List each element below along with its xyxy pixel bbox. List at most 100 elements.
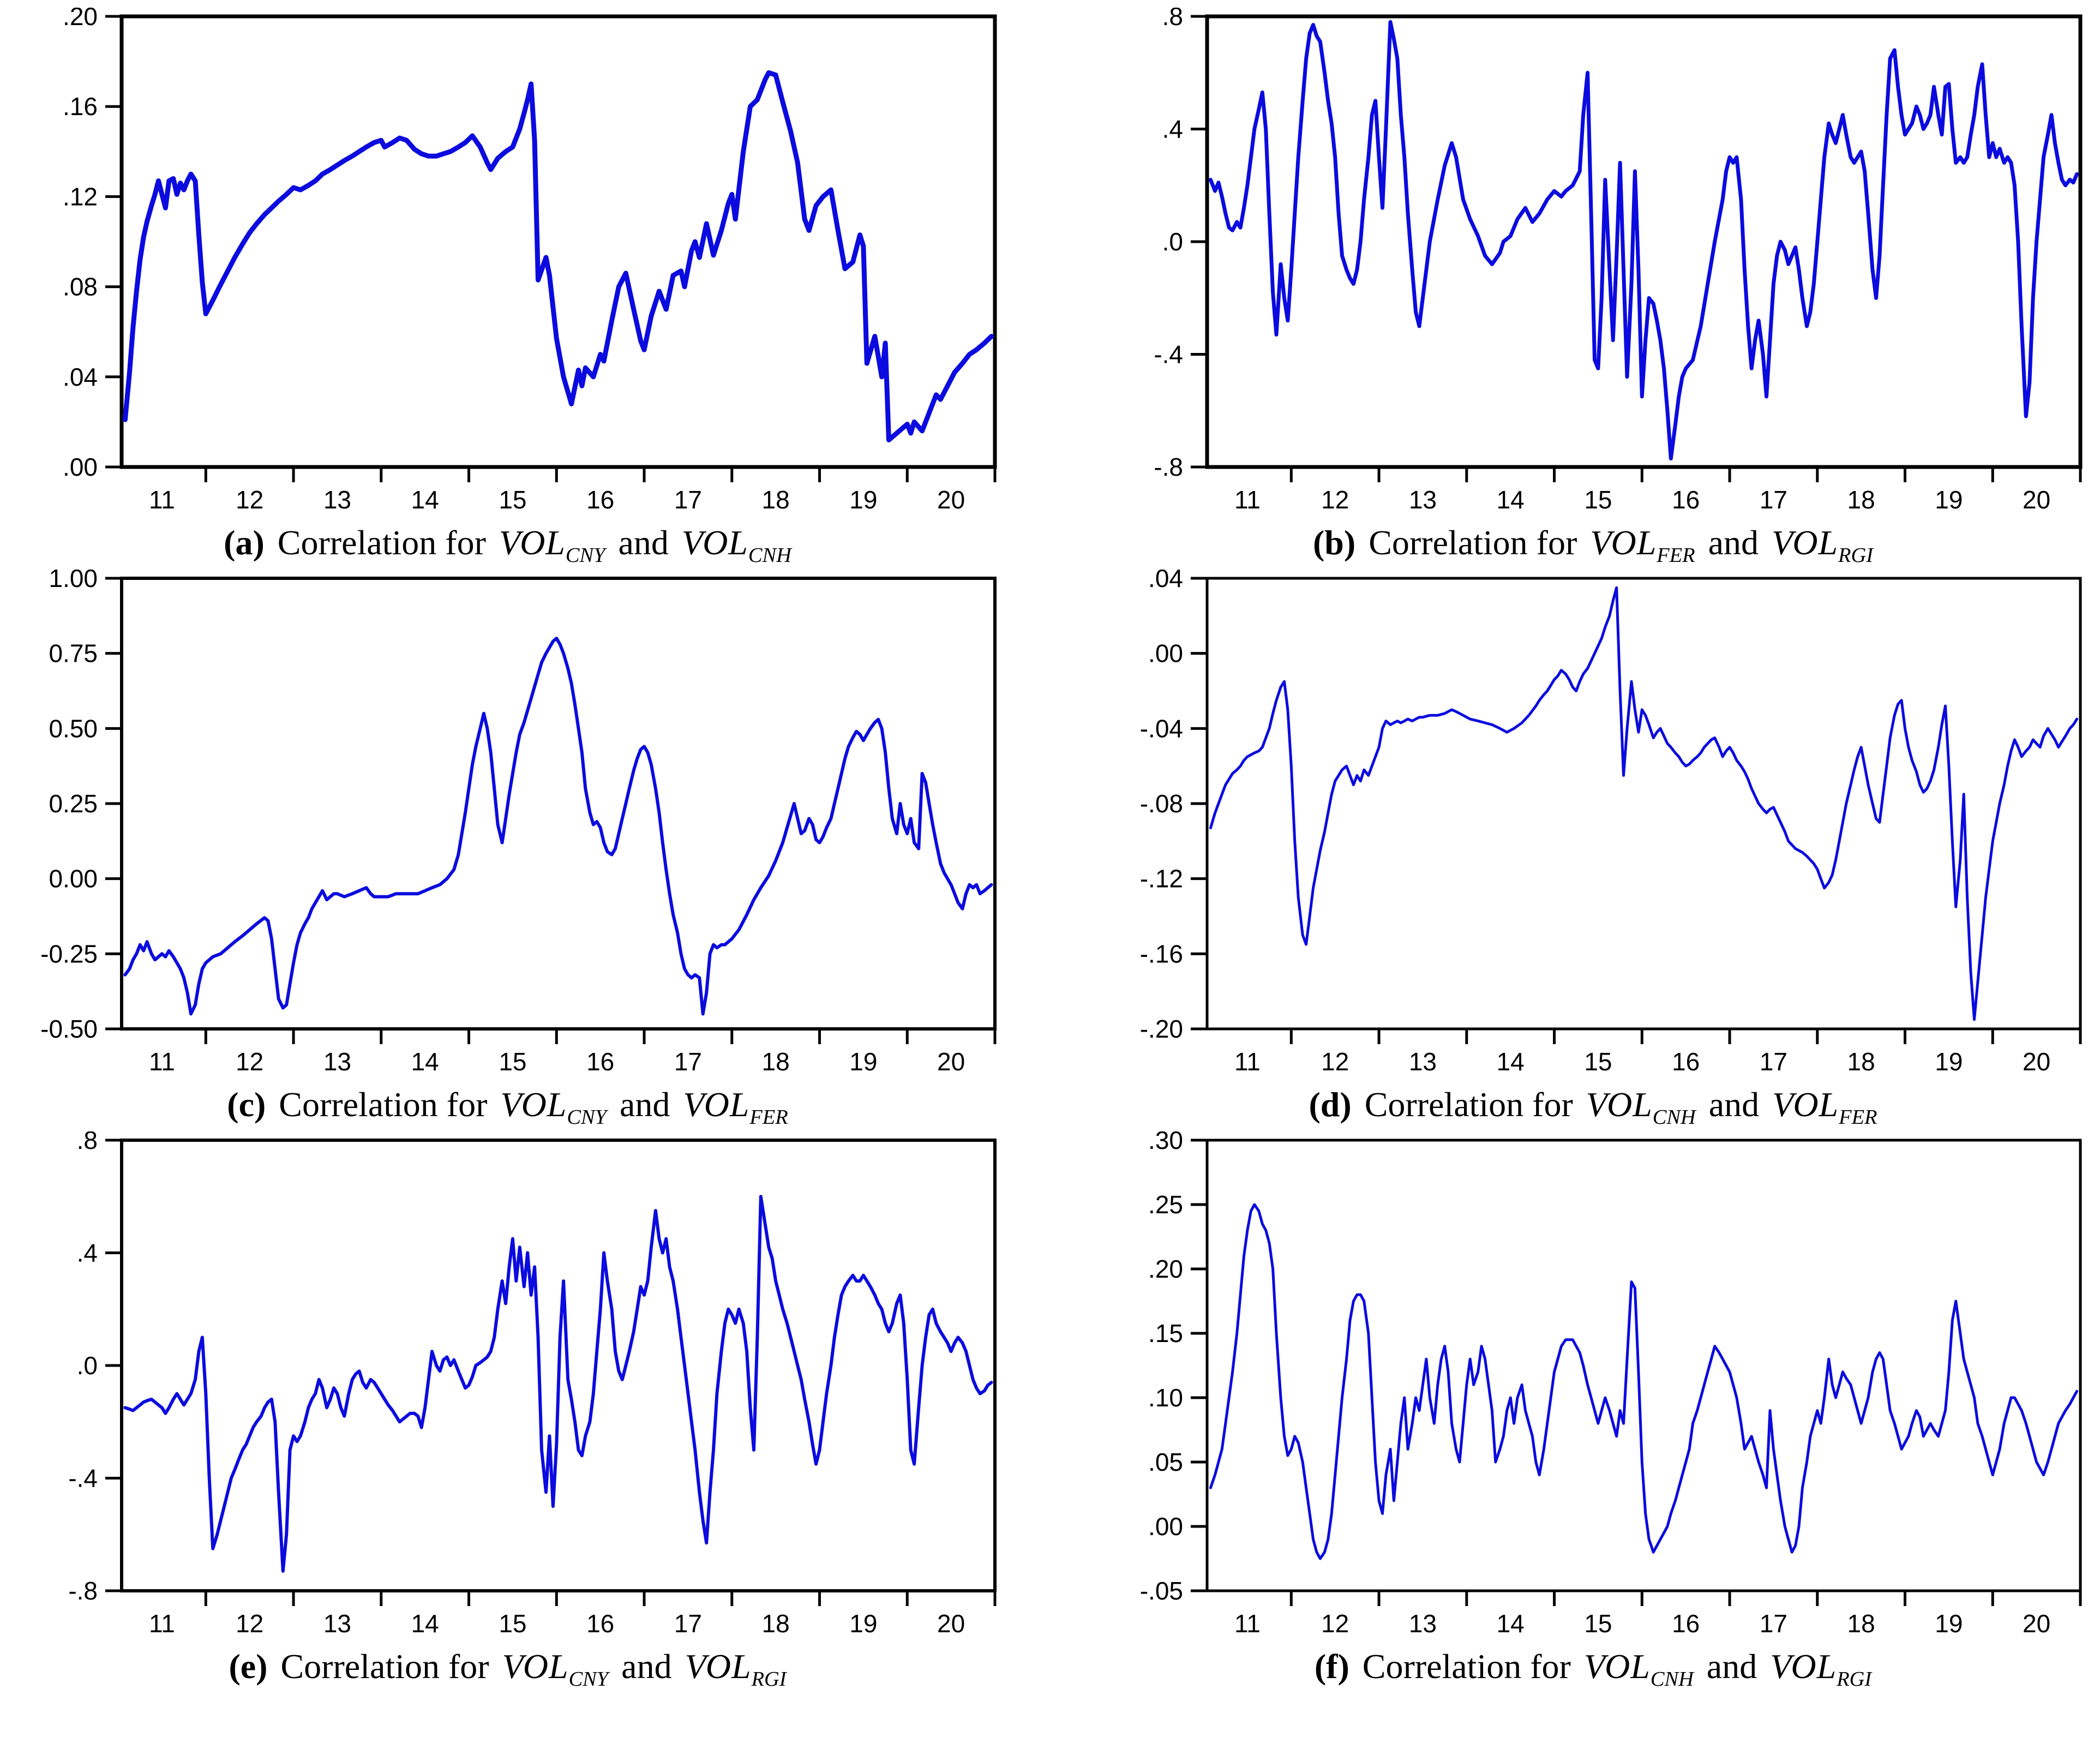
chart-d: -.20 -.16 -.12 -.08 -.04 .00 .04 11 12 13 14 15 16 17…: [1139, 570, 2081, 1076]
x-tick-label: 17: [674, 1609, 701, 1638]
series-line-b: [1208, 20, 2079, 460]
y-tick-label: -.4: [1154, 340, 1183, 369]
y-tick-label: .16: [63, 92, 98, 121]
caption-var2: VOLRGI: [1772, 523, 1873, 567]
x-tick-label: 13: [323, 1609, 351, 1638]
caption-conjunction: and: [619, 1085, 670, 1124]
y-tick-label: -.16: [1139, 939, 1183, 968]
caption-conjunction: and: [1706, 1646, 1757, 1686]
x-tick-label: 19: [1935, 486, 1963, 514]
caption-var1-sub: CNY: [565, 543, 605, 567]
plot-frame-a: [119, 14, 997, 469]
x-tick-label: 17: [1759, 486, 1787, 514]
y-tick-label: .04: [1148, 570, 1183, 592]
caption-c: (c) Correlation for VOLCNY and VOLFER: [227, 1085, 795, 1129]
y-tick-label: .8: [1162, 8, 1183, 31]
caption-var1-sub: CNH: [1652, 1105, 1696, 1129]
x-tick-label: 13: [323, 1047, 351, 1076]
chart-e: -.8 -.4 .0 .4 .8 11 12 13 14 15 16 17 18 19 20: [68, 1131, 997, 1638]
panel-e: -.8 -.4 .0 .4 .8 11 12 13 14 15 16 17 18 19 20 (e) Corre…: [14, 1131, 1009, 1691]
x-tick-label: 12: [236, 1609, 263, 1638]
caption-letter: (c): [227, 1085, 266, 1124]
x-tick-label: 20: [937, 1047, 965, 1076]
x-tick-label: 14: [411, 1047, 439, 1076]
y-tick-label: .04: [63, 363, 98, 391]
x-tick-label: 16: [586, 486, 614, 514]
series-line-c: [123, 636, 993, 1016]
x-tick-label: 15: [1584, 1047, 1612, 1076]
x-tick-label: 15: [1584, 486, 1612, 514]
x-tick-label: 20: [937, 486, 965, 514]
caption-var1: VOLFER: [1590, 523, 1695, 567]
x-tick-label: 15: [499, 1609, 526, 1638]
chart-a: .00 .04 .08 .12 .16 .20 11 12 13 14 15 16 17 18 19 20: [63, 8, 997, 514]
x-tick-label: 18: [1847, 1047, 1875, 1076]
figure-grid: .00 .04 .08 .12 .16 .20 11 12 13 14 15 16 17 18 19 20 (a…: [14, 8, 2095, 1691]
x-tick-label: 13: [1408, 1609, 1436, 1638]
x-tick-label: 12: [236, 486, 263, 514]
x-tick-label: 20: [2023, 1047, 2050, 1076]
x-tick-label: 19: [1935, 1609, 1963, 1638]
x-tick-label: 18: [1847, 1609, 1875, 1638]
plot-frame-f: [1205, 1139, 2081, 1592]
caption-var1-base: VOL: [1586, 1085, 1653, 1124]
x-tick-label: 14: [1496, 1047, 1524, 1076]
y-tick-label: .4: [1162, 115, 1183, 143]
y-tick-label: -.8: [1154, 453, 1183, 481]
x-tick-label: 14: [1496, 486, 1524, 514]
x-tick-label: 18: [761, 1609, 789, 1638]
x-tick-label: 13: [1408, 486, 1436, 514]
caption-var1: VOLCNH: [1586, 1085, 1696, 1129]
caption-letter: (b): [1312, 523, 1356, 562]
y-tick-label: .0: [76, 1351, 97, 1380]
caption-var1: VOLCNH: [1584, 1647, 1694, 1691]
x-tick-label: 18: [1847, 486, 1875, 514]
y-tick-label: 1.00: [49, 570, 98, 592]
x-tick-label: 18: [761, 486, 789, 514]
caption-var2-sub: FER: [749, 1105, 788, 1129]
y-tick-label: -.12: [1139, 864, 1183, 893]
caption-text: Correlation for: [277, 523, 486, 562]
y-tick-label: -.4: [68, 1464, 98, 1492]
y-tick-label: .08: [63, 273, 98, 301]
x-tick-label: 15: [499, 1047, 526, 1076]
caption-letter: (f): [1314, 1646, 1349, 1686]
caption-e: (e) Correlation for VOLCNY and VOLRGI: [229, 1646, 794, 1691]
x-tick-label: 13: [323, 486, 351, 514]
y-tick-label: .12: [63, 182, 98, 211]
caption-var2: VOLCNH: [682, 523, 791, 567]
x-tick-label: 17: [1759, 1609, 1787, 1638]
y-tick-label: .00: [1148, 639, 1183, 667]
y-tick-label: -.04: [1139, 714, 1183, 742]
x-tick-label: 15: [499, 486, 526, 514]
x-tick-label: 14: [1496, 1609, 1524, 1638]
caption-var2-base: VOL: [683, 1085, 750, 1124]
caption-d: (d) Correlation for VOLCNH and VOLFER: [1309, 1085, 1885, 1129]
x-tick-label: 12: [1321, 486, 1349, 514]
y-tick-label: 0.50: [49, 714, 98, 742]
y-tick-label: .10: [1148, 1383, 1183, 1412]
x-tick-label: 16: [586, 1609, 614, 1638]
y-tick-label: 0.00: [49, 864, 98, 893]
plot-frame-c: [119, 576, 997, 1031]
y-tick-label: .8: [76, 1131, 97, 1154]
caption-var2-base: VOL: [1772, 523, 1839, 562]
x-tick-label: 20: [2023, 486, 2050, 514]
caption-var1-sub: FER: [1657, 543, 1695, 567]
series-line-d: [1209, 586, 2078, 1021]
y-tick-label: .00: [63, 453, 98, 481]
y-tick-label: -.08: [1139, 789, 1183, 818]
y-tick-label: -.20: [1139, 1015, 1183, 1043]
caption-conjunction: and: [621, 1646, 672, 1686]
caption-var2: VOLRGI: [685, 1647, 787, 1691]
x-tick-label: 11: [149, 486, 175, 514]
x-tick-label: 19: [849, 1047, 877, 1076]
y-tick-label: .30: [1148, 1131, 1183, 1154]
caption-conjunction: and: [618, 523, 669, 562]
x-tick-label: 17: [674, 486, 701, 514]
y-tick-label: .20: [63, 8, 98, 31]
panel-b: -.8 -.4 .0 .4 .8 11 12 13 14 15 16 17 18 19 20 (b) Corre…: [1099, 8, 2095, 567]
caption-var1-base: VOL: [500, 1085, 567, 1124]
caption-var2: VOLRGI: [1770, 1647, 1871, 1691]
x-tick-label: 12: [1321, 1047, 1349, 1076]
